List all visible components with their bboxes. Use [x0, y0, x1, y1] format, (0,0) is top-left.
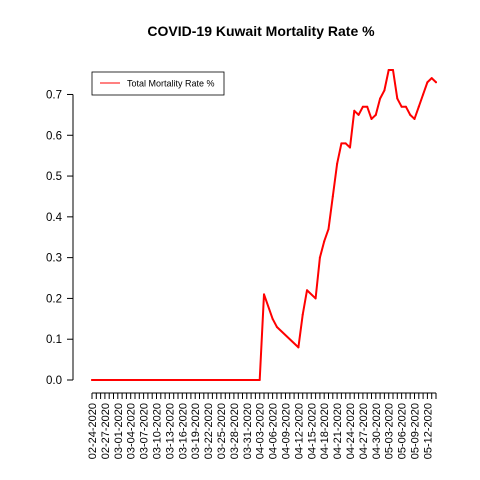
data-point	[422, 93, 425, 96]
x-axis: 02-24-2020 02-27-2020 03-01-2020 03-04-2020…	[87, 392, 437, 459]
data-point	[331, 195, 334, 198]
x-tick-label: 03-13-2020	[164, 403, 176, 459]
x-tick-label: 03-25-2020	[216, 403, 228, 459]
data-point	[370, 117, 373, 120]
data-point	[353, 109, 356, 112]
data-point	[361, 105, 364, 108]
data-point	[426, 81, 429, 84]
x-tick-label: 03-28-2020	[229, 403, 241, 459]
x-tick-label: 04-18-2020	[319, 403, 331, 459]
data-point	[271, 317, 274, 320]
legend: Total Mortality Rate %	[91, 71, 225, 96]
data-point	[417, 105, 420, 108]
y-tick-label: 0.3	[46, 253, 62, 265]
data-point	[392, 69, 394, 71]
x-tick-label: 04-09-2020	[281, 403, 293, 459]
x-tick-label: 03-07-2020	[139, 403, 151, 459]
data-point	[340, 142, 343, 145]
data-point	[306, 289, 308, 292]
series-line-total-mortality-rate	[91, 69, 437, 381]
x-tick-label: 03-01-2020	[113, 403, 125, 459]
data-point	[349, 146, 351, 149]
y-tick-label: 0.6	[46, 130, 62, 142]
data-point	[263, 293, 265, 296]
x-tick-label: 04-21-2020	[332, 403, 344, 459]
data-point	[91, 379, 93, 381]
data-point	[318, 256, 321, 259]
y-tick-label: 0.2	[46, 293, 62, 305]
legend-box	[91, 71, 225, 96]
x-tick-label: 03-31-2020	[242, 403, 254, 459]
x-tick-label: 02-24-2020	[87, 403, 99, 459]
x-tick-label: 03-10-2020	[152, 403, 164, 459]
legend-label: Total Mortality Rate %	[127, 79, 215, 89]
data-point	[379, 97, 382, 100]
x-tick-label: 03-16-2020	[177, 403, 189, 459]
y-tick-label: 0.4	[46, 212, 63, 224]
x-tick-label: 04-27-2020	[358, 403, 370, 459]
x-tick-label: 04-12-2020	[293, 403, 305, 459]
data-point	[413, 117, 416, 120]
data-point	[396, 97, 399, 100]
x-tick-label: 04-15-2020	[306, 403, 318, 459]
x-tick-label: 05-09-2020	[410, 403, 422, 459]
y-axis: 0.0 0.1 0.2 0.3 0.4 0.5 0.6 0.7	[46, 89, 74, 387]
data-point	[327, 228, 330, 231]
series-layer	[91, 69, 437, 381]
x-tick-label: 04-03-2020	[255, 403, 267, 459]
y-tick-label: 0.0	[46, 375, 62, 387]
chart-title: COVID-19 Kuwait Mortality Rate %	[147, 23, 375, 39]
x-tick-label: 05-12-2020	[422, 403, 434, 459]
data-point	[430, 77, 433, 80]
data-point	[301, 313, 304, 316]
data-point	[275, 325, 278, 328]
data-point	[404, 105, 407, 108]
x-tick-label: 03-22-2020	[203, 403, 215, 459]
x-tick-label: 03-19-2020	[190, 403, 202, 459]
x-tick-label: 02-27-2020	[100, 403, 112, 459]
data-point	[366, 105, 369, 108]
y-tick-label: 0.5	[46, 171, 62, 183]
data-point	[435, 81, 437, 84]
data-point	[357, 113, 360, 116]
data-point	[387, 69, 390, 71]
x-tick-label: 05-06-2020	[397, 403, 409, 459]
y-tick-label: 0.1	[46, 334, 62, 346]
x-tick-label: 05-03-2020	[384, 403, 396, 459]
data-point	[344, 142, 347, 145]
data-point	[297, 346, 300, 349]
data-point	[409, 113, 412, 116]
y-tick-label: 0.7	[46, 89, 62, 101]
x-tick-label: 04-24-2020	[345, 403, 357, 459]
data-point	[336, 162, 339, 165]
data-point	[400, 105, 403, 108]
data-point	[258, 379, 261, 381]
x-tick-label: 04-30-2020	[371, 403, 383, 459]
data-point	[383, 89, 386, 92]
x-tick-label: 04-06-2020	[268, 403, 280, 459]
data-point	[323, 240, 326, 243]
x-tick-label: 03-04-2020	[126, 403, 138, 459]
data-point	[314, 297, 317, 300]
data-point	[374, 113, 377, 116]
